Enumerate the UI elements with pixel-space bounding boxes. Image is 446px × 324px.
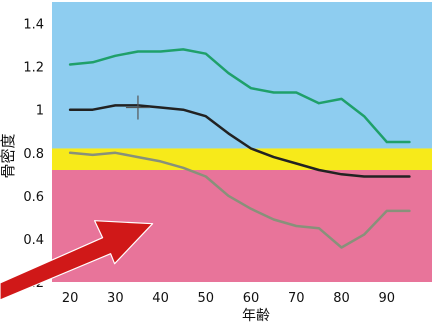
x-tick-label: 50 bbox=[198, 291, 215, 306]
crosshair-marker bbox=[125, 95, 150, 120]
x-tick-labels: 20 30 40 50 60 70 80 90 bbox=[62, 291, 395, 306]
y-axis-label: 骨密度 bbox=[0, 133, 17, 178]
x-tick-label: 80 bbox=[333, 291, 350, 306]
y-tick-label: 1.2 bbox=[23, 61, 44, 76]
x-tick-label: 60 bbox=[243, 291, 260, 306]
x-tick-label: 30 bbox=[107, 291, 124, 306]
series-line-0 bbox=[68, 48, 411, 144]
series-line-1 bbox=[68, 104, 411, 178]
y-tick-label: 0.8 bbox=[23, 147, 44, 162]
series-line-2 bbox=[68, 151, 411, 249]
y-tick-label: 0.4 bbox=[23, 233, 44, 248]
x-tick-label: 90 bbox=[378, 291, 395, 306]
x-tick-label: 20 bbox=[62, 291, 79, 306]
pointer-arrow bbox=[0, 220, 154, 301]
band-1 bbox=[52, 148, 432, 170]
y-tick-label: 1.4 bbox=[23, 18, 44, 33]
x-tick-label: 70 bbox=[288, 291, 305, 306]
x-tick-label: 40 bbox=[152, 291, 169, 306]
y-tick-label: 1 bbox=[36, 104, 44, 119]
series-lines bbox=[68, 48, 411, 249]
x-axis-label: 年齢 bbox=[242, 308, 270, 324]
y-tick-labels: 0.20.40.60.811.21.4 bbox=[23, 18, 44, 291]
y-tick-label: 0.6 bbox=[23, 190, 44, 205]
band-0 bbox=[52, 2, 432, 149]
annotations bbox=[0, 95, 154, 301]
